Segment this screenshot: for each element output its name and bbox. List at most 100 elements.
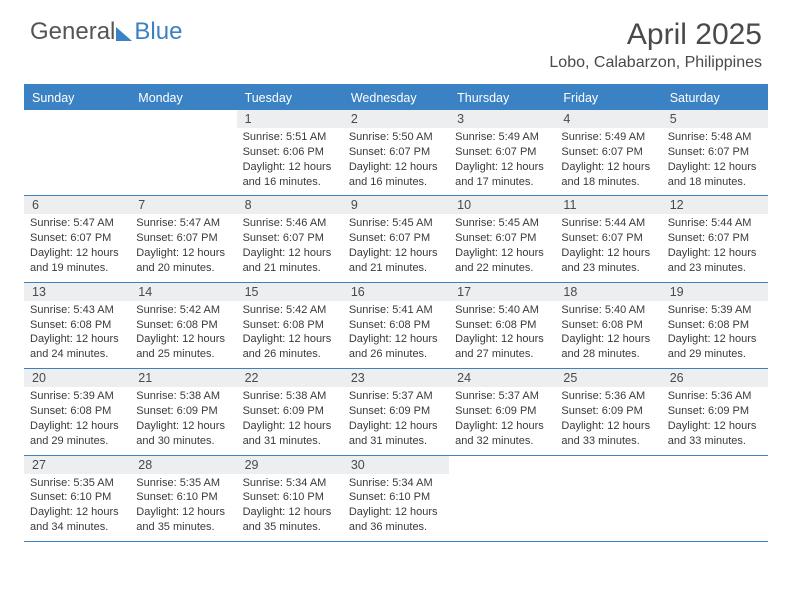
page-title: April 2025 — [549, 18, 762, 52]
sunset-line: Sunset: 6:08 PM — [349, 318, 443, 333]
sunset-line: Sunset: 6:07 PM — [136, 231, 230, 246]
day-cell: 28Sunrise: 5:35 AMSunset: 6:10 PMDayligh… — [130, 456, 236, 541]
sunset-line: Sunset: 6:09 PM — [455, 404, 549, 419]
daylight-line: Daylight: 12 hours and 16 minutes. — [349, 160, 443, 190]
daylight-line: Daylight: 12 hours and 36 minutes. — [349, 505, 443, 535]
sunrise-line: Sunrise: 5:35 AM — [30, 476, 124, 491]
day-info: Sunrise: 5:42 AMSunset: 6:08 PMDaylight:… — [130, 303, 236, 362]
sunrise-line: Sunrise: 5:45 AM — [349, 216, 443, 231]
sunset-line: Sunset: 6:07 PM — [668, 231, 762, 246]
day-header-row: SundayMondayTuesdayWednesdayThursdayFrid… — [24, 86, 768, 110]
day-info: Sunrise: 5:39 AMSunset: 6:08 PMDaylight:… — [662, 303, 768, 362]
daylight-line: Daylight: 12 hours and 33 minutes. — [561, 419, 655, 449]
day-cell — [130, 110, 236, 195]
daylight-line: Daylight: 12 hours and 25 minutes. — [136, 332, 230, 362]
sunset-line: Sunset: 6:07 PM — [455, 231, 549, 246]
sunset-line: Sunset: 6:08 PM — [668, 318, 762, 333]
title-block: April 2025 Lobo, Calabarzon, Philippines — [549, 18, 762, 72]
sunrise-line: Sunrise: 5:38 AM — [136, 389, 230, 404]
daylight-line: Daylight: 12 hours and 18 minutes. — [561, 160, 655, 190]
day-info: Sunrise: 5:44 AMSunset: 6:07 PMDaylight:… — [555, 216, 661, 275]
week-row: 20Sunrise: 5:39 AMSunset: 6:08 PMDayligh… — [24, 369, 768, 455]
day-info: Sunrise: 5:40 AMSunset: 6:08 PMDaylight:… — [449, 303, 555, 362]
day-info: Sunrise: 5:38 AMSunset: 6:09 PMDaylight:… — [130, 389, 236, 448]
sunset-line: Sunset: 6:07 PM — [455, 145, 549, 160]
day-cell: 20Sunrise: 5:39 AMSunset: 6:08 PMDayligh… — [24, 369, 130, 454]
day-cell: 4Sunrise: 5:49 AMSunset: 6:07 PMDaylight… — [555, 110, 661, 195]
day-number: 27 — [24, 456, 130, 474]
day-info: Sunrise: 5:45 AMSunset: 6:07 PMDaylight:… — [343, 216, 449, 275]
sunset-line: Sunset: 6:07 PM — [561, 231, 655, 246]
week-row: 1Sunrise: 5:51 AMSunset: 6:06 PMDaylight… — [24, 110, 768, 196]
sunset-line: Sunset: 6:07 PM — [349, 145, 443, 160]
day-number: 1 — [237, 110, 343, 128]
day-cell: 13Sunrise: 5:43 AMSunset: 6:08 PMDayligh… — [24, 283, 130, 368]
day-info: Sunrise: 5:49 AMSunset: 6:07 PMDaylight:… — [449, 130, 555, 189]
day-info: Sunrise: 5:44 AMSunset: 6:07 PMDaylight:… — [662, 216, 768, 275]
sunset-line: Sunset: 6:08 PM — [455, 318, 549, 333]
daylight-line: Daylight: 12 hours and 23 minutes. — [668, 246, 762, 276]
daylight-line: Daylight: 12 hours and 35 minutes. — [136, 505, 230, 535]
sunrise-line: Sunrise: 5:41 AM — [349, 303, 443, 318]
day-header: Friday — [555, 86, 661, 110]
day-number: 14 — [130, 283, 236, 301]
day-number: 26 — [662, 369, 768, 387]
day-number: 17 — [449, 283, 555, 301]
day-number: 11 — [555, 196, 661, 214]
day-cell: 10Sunrise: 5:45 AMSunset: 6:07 PMDayligh… — [449, 196, 555, 281]
day-number: 6 — [24, 196, 130, 214]
day-info: Sunrise: 5:40 AMSunset: 6:08 PMDaylight:… — [555, 303, 661, 362]
day-info: Sunrise: 5:50 AMSunset: 6:07 PMDaylight:… — [343, 130, 449, 189]
calendar: SundayMondayTuesdayWednesdayThursdayFrid… — [24, 84, 768, 542]
sunrise-line: Sunrise: 5:34 AM — [243, 476, 337, 491]
daylight-line: Daylight: 12 hours and 27 minutes. — [455, 332, 549, 362]
sunrise-line: Sunrise: 5:37 AM — [455, 389, 549, 404]
day-number: 5 — [662, 110, 768, 128]
day-cell: 12Sunrise: 5:44 AMSunset: 6:07 PMDayligh… — [662, 196, 768, 281]
day-info: Sunrise: 5:46 AMSunset: 6:07 PMDaylight:… — [237, 216, 343, 275]
day-cell: 2Sunrise: 5:50 AMSunset: 6:07 PMDaylight… — [343, 110, 449, 195]
day-header: Monday — [130, 86, 236, 110]
sunrise-line: Sunrise: 5:49 AM — [561, 130, 655, 145]
day-cell: 7Sunrise: 5:47 AMSunset: 6:07 PMDaylight… — [130, 196, 236, 281]
daylight-line: Daylight: 12 hours and 35 minutes. — [243, 505, 337, 535]
sunrise-line: Sunrise: 5:35 AM — [136, 476, 230, 491]
day-header: Wednesday — [343, 86, 449, 110]
daylight-line: Daylight: 12 hours and 17 minutes. — [455, 160, 549, 190]
day-header: Sunday — [24, 86, 130, 110]
day-info: Sunrise: 5:49 AMSunset: 6:07 PMDaylight:… — [555, 130, 661, 189]
day-cell: 1 Sunrise: 5:51 AMSunset: 6:06 PMDaylight… — [237, 110, 343, 195]
sunset-line: Sunset: 6:09 PM — [136, 404, 230, 419]
sunset-line: Sunset: 6:09 PM — [349, 404, 443, 419]
day-number: 19 — [662, 283, 768, 301]
day-number: 30 — [343, 456, 449, 474]
day-info: Sunrise: 5:47 AMSunset: 6:07 PMDaylight:… — [130, 216, 236, 275]
sunset-line: Sunset: 6:07 PM — [243, 231, 337, 246]
day-cell: 8 Sunrise: 5:46 AMSunset: 6:07 PMDaylight… — [237, 196, 343, 281]
sunrise-line: Sunrise: 5:51 AM — [243, 130, 337, 145]
day-number: 23 — [343, 369, 449, 387]
day-info: Sunrise: 5:36 AMSunset: 6:09 PMDaylight:… — [662, 389, 768, 448]
day-info: Sunrise: 5:51 AMSunset: 6:06 PMDaylight:… — [237, 130, 343, 189]
day-number: 9 — [343, 196, 449, 214]
day-cell: 22Sunrise: 5:38 AMSunset: 6:09 PMDayligh… — [237, 369, 343, 454]
daylight-line: Daylight: 12 hours and 33 minutes. — [668, 419, 762, 449]
day-cell — [449, 456, 555, 541]
sunrise-line: Sunrise: 5:42 AM — [136, 303, 230, 318]
sunset-line: Sunset: 6:06 PM — [243, 145, 337, 160]
day-number: 8 — [237, 196, 343, 214]
logo-sail-icon — [116, 27, 132, 41]
day-cell: 3Sunrise: 5:49 AMSunset: 6:07 PMDaylight… — [449, 110, 555, 195]
day-info: Sunrise: 5:36 AMSunset: 6:09 PMDaylight:… — [555, 389, 661, 448]
sunset-line: Sunset: 6:10 PM — [30, 490, 124, 505]
logo: General Blue — [30, 18, 182, 46]
sunrise-line: Sunrise: 5:37 AM — [349, 389, 443, 404]
sunset-line: Sunset: 6:09 PM — [668, 404, 762, 419]
sunrise-line: Sunrise: 5:48 AM — [668, 130, 762, 145]
day-cell: 5Sunrise: 5:48 AMSunset: 6:07 PMDaylight… — [662, 110, 768, 195]
daylight-line: Daylight: 12 hours and 22 minutes. — [455, 246, 549, 276]
sunrise-line: Sunrise: 5:44 AM — [561, 216, 655, 231]
day-number: 29 — [237, 456, 343, 474]
header: General Blue April 2025 Lobo, Calabarzon… — [0, 0, 792, 80]
day-cell — [24, 110, 130, 195]
